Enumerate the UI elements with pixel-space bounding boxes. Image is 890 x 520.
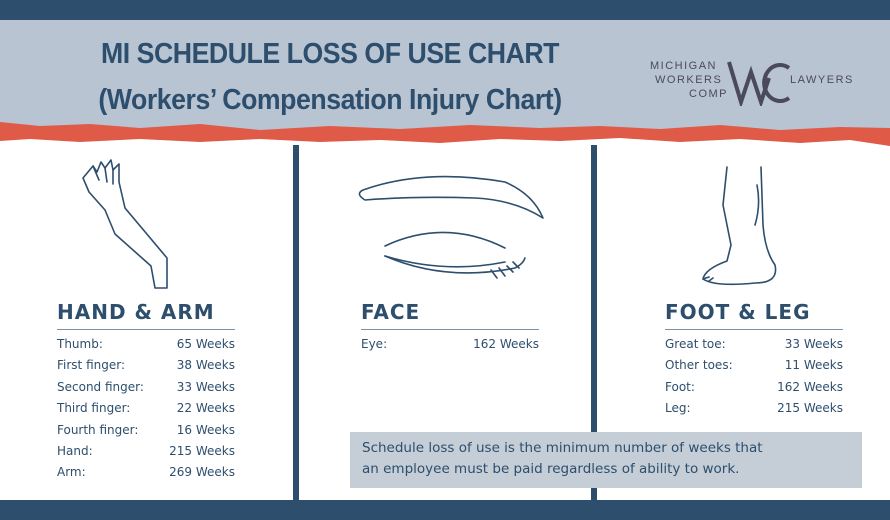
item-label: First finger: bbox=[57, 358, 125, 373]
logo-word: WORKERS bbox=[655, 74, 723, 86]
list-item: Third finger: 22 Weeks bbox=[57, 398, 235, 419]
logo-word: LAWYERS bbox=[790, 74, 854, 86]
item-value: 215 Weeks bbox=[777, 401, 843, 416]
eye-icon bbox=[358, 175, 544, 279]
list-item: First finger: 38 Weeks bbox=[57, 355, 235, 376]
item-label: Foot: bbox=[665, 379, 695, 394]
section-foot-leg: FOOT & LEG Great toe: 33 Weeks Other toes:… bbox=[665, 300, 843, 420]
wc-mark bbox=[727, 61, 791, 106]
list-item: Foot: 162 Weeks bbox=[665, 377, 843, 398]
item-value: 162 Weeks bbox=[473, 337, 539, 351]
note-line: an employee must be paid regardless of a… bbox=[362, 461, 740, 477]
item-value: 65 Weeks bbox=[176, 337, 235, 351]
item-label: Hand: bbox=[57, 443, 93, 458]
item-value: 33 Weeks bbox=[784, 337, 843, 351]
page-title: MI SCHEDULE LOSS OF USE CHART bbox=[100, 38, 560, 70]
list-item: Great toe: 33 Weeks bbox=[665, 334, 843, 355]
item-value: 269 Weeks bbox=[169, 465, 235, 480]
page-subtitle: (Workers’ Compensation Injury Chart) bbox=[98, 84, 562, 116]
item-label: Second finger: bbox=[57, 379, 144, 394]
item-label: Leg: bbox=[665, 401, 691, 416]
arm-icon bbox=[82, 159, 168, 289]
info-note: Schedule loss of use is the minimum numb… bbox=[350, 432, 862, 488]
list-item: Hand: 215 Weeks bbox=[57, 441, 235, 462]
list-item: Other toes: 11 Weeks bbox=[665, 355, 843, 376]
logo-word: MICHIGAN bbox=[650, 60, 717, 72]
item-value: 38 Weeks bbox=[176, 358, 235, 373]
item-label: Arm: bbox=[57, 465, 86, 480]
section-hand-arm: HAND & ARM Thumb: 65 Weeks First finger: 38… bbox=[57, 300, 235, 484]
list-item: Fourth finger: 16 Weeks bbox=[57, 420, 235, 441]
header-banner bbox=[0, 20, 890, 132]
item-label: Third finger: bbox=[57, 401, 131, 416]
item-label: Other toes: bbox=[665, 358, 733, 373]
column-divider bbox=[293, 145, 299, 500]
item-label: Thumb: bbox=[57, 337, 103, 351]
item-label: Great toe: bbox=[665, 337, 726, 351]
torn-edge bbox=[0, 122, 890, 146]
logo: MICHIGAN WORKERS COMP LAWYERS bbox=[645, 58, 865, 108]
list-item: Second finger: 33 Weeks bbox=[57, 377, 235, 398]
note-line: Schedule loss of use is the minimum numb… bbox=[362, 440, 763, 456]
item-value: 162 Weeks bbox=[777, 379, 843, 394]
item-value: 33 Weeks bbox=[176, 379, 235, 394]
section-title: FACE bbox=[361, 300, 539, 330]
section-title: FOOT & LEG bbox=[665, 300, 843, 330]
list-item: Eye: 162 Weeks bbox=[361, 334, 539, 355]
item-value: 215 Weeks bbox=[169, 443, 235, 458]
bottom-bar bbox=[0, 500, 890, 520]
item-label: Fourth finger: bbox=[57, 422, 139, 437]
list-item: Thumb: 65 Weeks bbox=[57, 334, 235, 355]
item-label: Eye: bbox=[361, 337, 388, 351]
leg-icon bbox=[702, 166, 777, 286]
section-face: FACE Eye: 162 Weeks bbox=[361, 300, 539, 355]
logo-word: COMP bbox=[689, 88, 728, 100]
top-bar bbox=[0, 0, 890, 20]
list-item: Leg: 215 Weeks bbox=[665, 398, 843, 419]
list-item: Arm: 269 Weeks bbox=[57, 462, 235, 483]
item-value: 22 Weeks bbox=[176, 401, 235, 416]
item-value: 16 Weeks bbox=[176, 422, 235, 437]
item-value: 11 Weeks bbox=[784, 358, 843, 373]
section-title: HAND & ARM bbox=[57, 300, 235, 330]
column-divider bbox=[591, 145, 597, 500]
